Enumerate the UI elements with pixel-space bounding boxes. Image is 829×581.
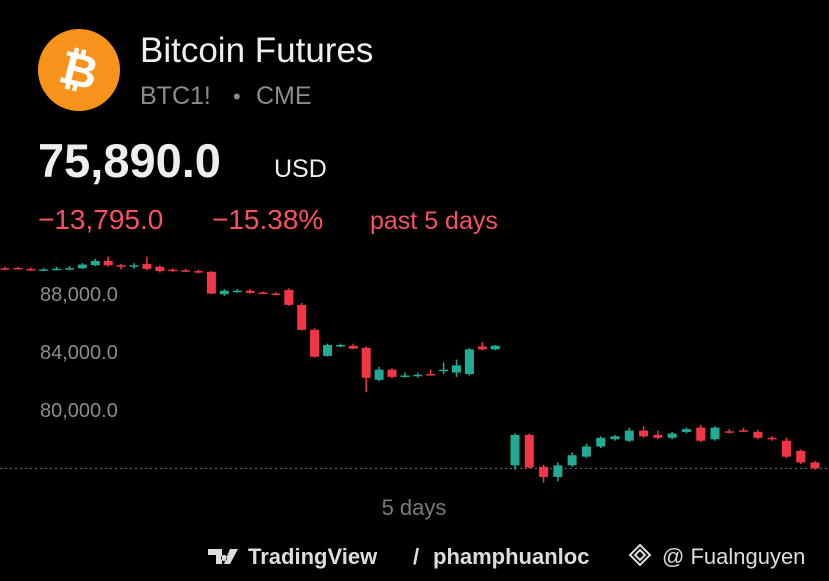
candle-body	[710, 427, 720, 440]
candle-body	[610, 436, 620, 440]
candle-body	[65, 268, 74, 270]
candle-body	[510, 434, 520, 466]
candle-body	[624, 430, 634, 441]
period: past 5 days	[370, 207, 498, 235]
candle-body	[52, 268, 62, 271]
candle-body	[696, 427, 706, 441]
candle-body	[232, 290, 242, 293]
candle-body	[681, 429, 691, 433]
candle-body	[258, 292, 268, 295]
candle-body	[796, 450, 806, 463]
exchange: CME	[256, 82, 312, 110]
candle-body	[667, 433, 677, 438]
candle-body	[767, 437, 777, 440]
price: 75,890.0	[38, 134, 221, 187]
candle-body	[335, 345, 345, 347]
candle-body	[219, 290, 229, 295]
candle-body	[452, 365, 461, 373]
candle-body	[724, 431, 734, 433]
candle-body	[206, 271, 216, 294]
candle-body	[103, 260, 113, 266]
candle-body	[142, 263, 152, 269]
candle-body	[567, 455, 577, 466]
user: phamphuanloc	[433, 544, 589, 569]
candle-body	[781, 440, 791, 457]
bitcoin-logo	[38, 29, 120, 111]
slash: /	[413, 544, 419, 569]
candle-body	[539, 466, 549, 477]
change: −13,795.0	[38, 204, 163, 235]
candle-body	[581, 446, 591, 457]
candle-body	[284, 289, 294, 305]
tradingview-logo	[208, 549, 238, 564]
candle-body	[129, 265, 139, 267]
candle-body	[464, 349, 474, 375]
candle-body	[361, 347, 371, 378]
candle-body	[400, 375, 410, 377]
candle-body	[739, 430, 749, 432]
tv-icon	[208, 549, 238, 564]
candle-body	[524, 434, 534, 468]
candle-body	[596, 437, 606, 447]
y-tick-label: 84,000.0	[40, 342, 118, 364]
currency: USD	[274, 155, 327, 183]
candle-body	[116, 265, 126, 267]
candle-body	[490, 345, 500, 350]
x-axis-label: 5 days	[382, 495, 447, 520]
brand: TradingView	[248, 544, 378, 569]
candle-body	[90, 260, 100, 266]
candle-body	[245, 290, 255, 293]
symbol: BTC1!	[140, 82, 211, 110]
candle-body	[439, 369, 449, 372]
candle-body	[413, 374, 423, 377]
candle-body	[387, 369, 397, 377]
candle-body	[271, 293, 281, 296]
candle-body	[181, 270, 191, 272]
candle-body	[810, 462, 820, 469]
binance-icon	[628, 543, 652, 567]
candle-body	[13, 267, 23, 270]
candle-body	[155, 266, 165, 272]
binance-shape	[628, 543, 652, 567]
change-percent: −15.38%	[212, 204, 323, 235]
candle-body	[0, 268, 10, 270]
candle-body	[39, 269, 49, 271]
candle-body	[168, 269, 178, 272]
candle-body	[323, 345, 332, 356]
title: Bitcoin Futures	[140, 31, 373, 70]
separator: •	[233, 84, 241, 109]
handle: @ Fualnguyen	[662, 544, 805, 569]
candle-body	[653, 434, 663, 438]
candle-body	[639, 430, 649, 437]
y-tick-label: 80,000.0	[40, 400, 118, 422]
candle-body	[348, 345, 358, 349]
candle-body	[26, 268, 36, 271]
y-tick-label: 88,000.0	[40, 284, 118, 306]
candle-body	[426, 374, 436, 376]
candle-body	[374, 369, 384, 380]
candle-body	[310, 329, 320, 357]
candle-body	[477, 346, 487, 350]
candle-body	[297, 304, 307, 330]
candle-body	[77, 264, 87, 269]
candle-body	[194, 271, 203, 273]
candle-body	[553, 465, 563, 477]
candle-body	[753, 432, 763, 438]
